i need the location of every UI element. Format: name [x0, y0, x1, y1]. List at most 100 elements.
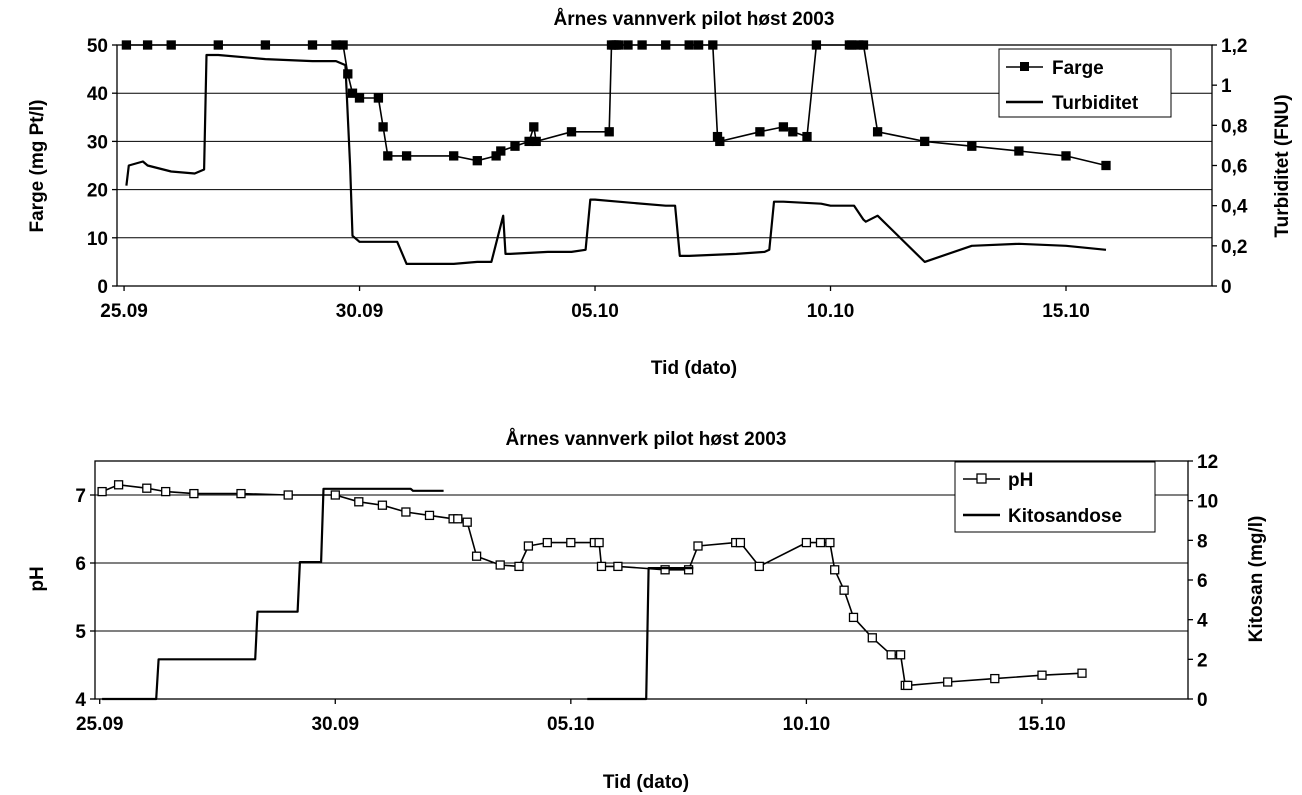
x-tick-label: 15.10	[1042, 301, 1090, 322]
chart-farge-turbiditet: 0 10 20 30 40 50 0 0,2 0,4 0,6 0,8 1 1,2 25.09 30.09 05…	[27, 9, 1293, 379]
data-point	[471, 551, 482, 561]
data-point	[121, 40, 132, 50]
series-line	[587, 567, 694, 701]
data-point	[1014, 146, 1024, 156]
series-line	[126, 44, 1107, 167]
series-ph-0	[97, 480, 1087, 691]
data-point	[943, 677, 953, 687]
y2-tick-label: 0	[1221, 277, 1232, 298]
y2-tick-label: 12	[1197, 452, 1218, 473]
chart-ph-kitosan: 4 5 6 7 0 2 4 6 8 10 12 25.09 30.09 05.10 10.10 15.10 Å…	[27, 429, 1267, 793]
data-point	[623, 40, 633, 50]
data-point	[660, 565, 670, 575]
data-point	[594, 537, 604, 548]
data-point	[858, 40, 869, 50]
data-point	[661, 40, 671, 50]
legend-box	[998, 48, 1172, 118]
series-turbiditet-1	[125, 53, 1107, 265]
y-tick-label: 40	[87, 84, 108, 105]
series-line	[101, 484, 1083, 687]
data-point	[531, 136, 541, 147]
legend-label-ph: pH	[1008, 470, 1033, 491]
data-point	[113, 480, 124, 490]
data-point	[378, 122, 388, 132]
data-point	[693, 40, 704, 50]
y2-axis-label: Turbiditet (FNU)	[1272, 94, 1293, 237]
data-point	[825, 537, 835, 548]
data-point	[449, 151, 459, 161]
y-tick-label: 20	[87, 181, 108, 202]
data-point	[401, 507, 411, 517]
data-point	[529, 122, 539, 132]
data-point	[848, 612, 859, 623]
x-tick-label: 05.10	[571, 301, 619, 322]
y2-tick-label: 6	[1197, 571, 1208, 592]
data-point	[1077, 668, 1087, 678]
data-point	[815, 537, 826, 548]
data-point	[330, 490, 340, 500]
data-point	[453, 514, 463, 524]
y-tick-label: 7	[75, 486, 86, 507]
data-point	[566, 537, 576, 548]
y-tick-label: 50	[87, 36, 108, 57]
series-line	[125, 53, 1107, 265]
data-point	[354, 497, 364, 507]
data-point	[260, 40, 271, 50]
data-point	[830, 565, 840, 575]
chart-title: Årnes vannverk pilot høst 2003	[506, 429, 787, 450]
data-point	[542, 537, 552, 548]
x-tick-label: 25.09	[100, 301, 148, 322]
data-point	[189, 488, 199, 499]
data-point	[491, 151, 501, 161]
data-point	[343, 69, 353, 79]
data-point	[867, 633, 877, 643]
x-axis-label: Tid (dato)	[603, 772, 689, 793]
data-point	[1101, 160, 1111, 171]
data-point	[166, 40, 176, 50]
data-point	[715, 136, 725, 147]
data-point	[886, 650, 896, 660]
x-tick-label: 30.09	[311, 714, 359, 735]
data-point	[1061, 151, 1071, 161]
x-axis-label: Tid (dato)	[651, 358, 737, 379]
data-point	[684, 40, 694, 50]
data-point	[383, 151, 393, 161]
data-point	[338, 40, 348, 50]
legend-label-turbiditet: Turbiditet	[1052, 93, 1139, 114]
data-point	[495, 560, 505, 570]
data-point	[377, 500, 388, 510]
data-point	[872, 127, 883, 137]
y2-tick-label: 0,2	[1221, 237, 1247, 258]
y-axis-label: Farge (mg Pt/l)	[27, 99, 48, 232]
data-point	[839, 585, 849, 595]
y-tick-label: 10	[87, 229, 108, 250]
y-tick-label: 6	[75, 554, 86, 575]
data-point	[788, 127, 798, 137]
x-tick-label: 15.10	[1018, 714, 1066, 735]
data-point	[142, 40, 153, 50]
y-tick-label: 30	[87, 132, 108, 153]
data-point	[990, 673, 1000, 684]
legend-marker-ph	[976, 473, 987, 484]
y2-tick-label: 0,6	[1221, 157, 1247, 178]
data-point	[613, 561, 623, 572]
x-tick-label: 25.09	[76, 714, 124, 735]
legend-box	[954, 461, 1156, 533]
y-axis-label: pH	[27, 566, 48, 591]
data-point	[637, 40, 647, 50]
data-point	[514, 561, 524, 572]
x-tick-label: 10.10	[807, 301, 855, 322]
data-point	[613, 40, 624, 50]
data-point	[604, 127, 614, 137]
data-point	[967, 141, 977, 151]
data-point	[424, 510, 435, 521]
y2-tick-label: 8	[1197, 531, 1208, 552]
data-point	[523, 541, 534, 551]
legend: pH Kitosandose	[954, 461, 1156, 533]
data-point	[735, 537, 746, 548]
y2-tick-label: 10	[1197, 492, 1218, 513]
data-point	[307, 40, 318, 50]
data-point	[754, 561, 764, 572]
legend-label-farge: Farge	[1052, 58, 1104, 79]
